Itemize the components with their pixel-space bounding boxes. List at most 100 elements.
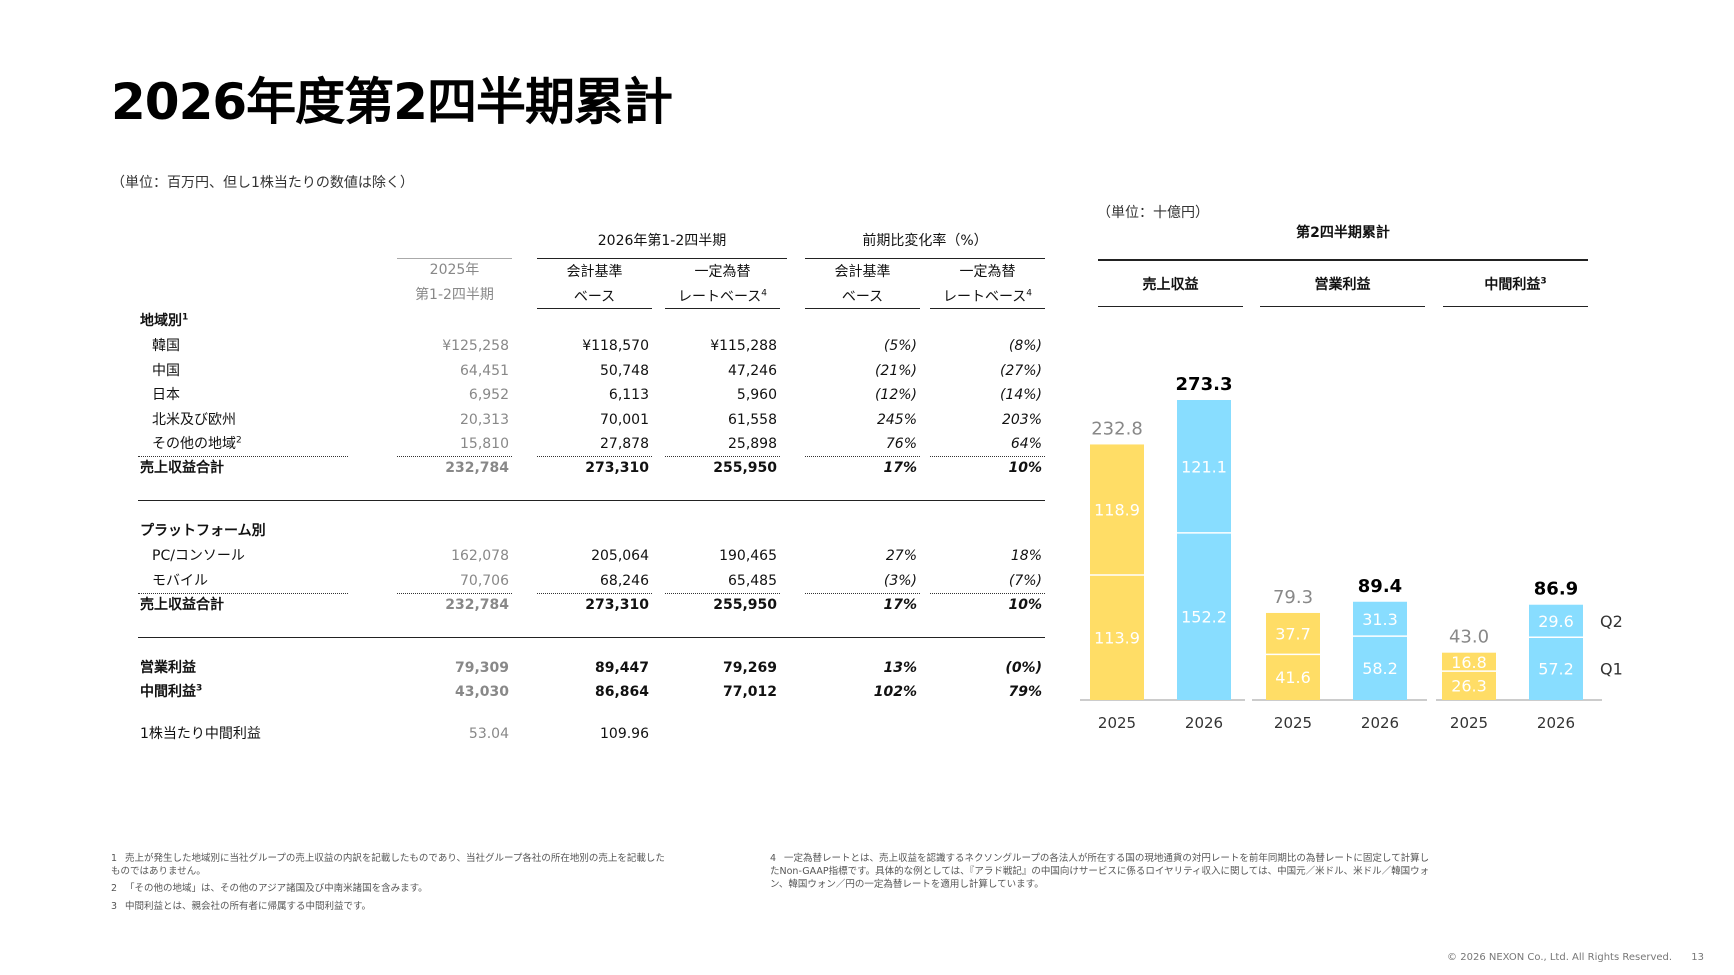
chart-group-rule: [1260, 306, 1425, 307]
bar-segment-q2: [1353, 601, 1407, 637]
region-total-label: 売上収益合計: [140, 460, 224, 476]
platform-row-acc: 68,246: [600, 572, 649, 589]
region-total-2025: 232,784: [445, 460, 509, 476]
region-total-cc: 255,950: [713, 460, 777, 476]
total-rule: [397, 593, 512, 594]
region-row-acc: 6,113: [608, 387, 649, 403]
bar-label-q2: 118.9: [1094, 501, 1140, 520]
total-rule: [930, 456, 1045, 457]
footnote-1: 1 売上が発生した地域別に当社グループの売上収益の内訳を記載したものであり、当社グ…: [111, 853, 665, 877]
op-income-acc: 89,447: [594, 660, 649, 676]
platform-total-acc: 273,310: [585, 597, 649, 613]
region-row-acc: 70,001: [600, 411, 649, 428]
platform-row-acc: 205,064: [591, 548, 649, 564]
x-tick-label: 2025: [1274, 714, 1312, 732]
col-2025-header: 第1-2四半期: [415, 287, 494, 303]
unit-note-chart: （単位：十億円）: [1097, 205, 1209, 221]
bar-label-q2: 16.8: [1451, 653, 1487, 672]
total-rule: [138, 456, 348, 457]
section-divider: [138, 637, 1045, 638]
platform-row-chg-cc: 18%: [1010, 548, 1042, 564]
bar-total-label: 86.9: [1534, 579, 1578, 600]
bar-label-q1: 26.3: [1451, 677, 1487, 696]
footnote-4: 4 一定為替レートとは、売上収益を認識するネクソングループの各法人が所在する国の現…: [770, 853, 1430, 890]
chart-group-header-net-income: 中間利益3: [1484, 276, 1547, 293]
header-rule: [537, 258, 787, 259]
region-row-chg-acc: (21%): [874, 362, 917, 379]
platform-total-2025: 232,784: [445, 597, 509, 613]
op-income-label: 営業利益: [140, 660, 196, 676]
bar-label-q2: 29.6: [1538, 612, 1574, 631]
col-acc-header: 会計基準: [566, 264, 623, 280]
platform-row-chg-acc: 27%: [885, 548, 917, 564]
x-tick-label: 2025: [1098, 714, 1136, 732]
x-tick-label: 2025: [1450, 714, 1488, 732]
total-rule: [665, 593, 780, 594]
footnote-3: 3 中間利益とは、親会社の所有者に帰属する中間利益です。: [111, 901, 372, 912]
header-rule: [930, 308, 1045, 309]
net-income-chg-acc: 102%: [873, 684, 917, 700]
region-row-cc: ¥115,288: [710, 338, 777, 354]
chart-group-rule: [1098, 306, 1243, 307]
x-tick-label: 2026: [1361, 714, 1399, 732]
header-rule: [665, 308, 780, 309]
bar-segment-q2: [1266, 612, 1320, 655]
bar-segment-q1: [1266, 654, 1320, 700]
bar-segment-q2: [1442, 652, 1496, 672]
op-income-chg-acc: 13%: [883, 660, 917, 676]
total-rule: [930, 593, 1045, 594]
eps-acc: 109.96: [600, 726, 649, 742]
header-rule: [805, 258, 1045, 259]
net-income-acc: 86,864: [594, 684, 649, 700]
eps-label: 1株当たり中間利益: [140, 726, 261, 742]
header-rule: [537, 308, 652, 309]
chart-title: 第2四半期累計: [1296, 225, 1390, 241]
section-region: 地域別1: [140, 312, 189, 329]
bar-segment-q1: [1353, 636, 1407, 700]
footnote-2: 2 「その他の地域」は、その他のアジア諸国及び中南米諸国を含みます。: [111, 883, 428, 894]
region-row-chg-cc: (27%): [999, 362, 1042, 379]
col-2025-header: 2025年: [429, 262, 480, 278]
bar-total-label: 273.3: [1176, 374, 1233, 395]
op-income-chg-cc: (0%): [1005, 660, 1042, 676]
header-rule: [397, 258, 512, 259]
op-income-2025: 79,309: [454, 660, 509, 676]
region-row-chg-cc: 64%: [1010, 436, 1042, 452]
region-row-chg-acc: (5%): [883, 338, 917, 354]
region-row-2025: 64,451: [460, 362, 509, 379]
header-2026-period: 2026年第1-2四半期: [597, 233, 727, 249]
bar-segment-q2: [1177, 400, 1231, 533]
total-rule: [537, 456, 652, 457]
bar-label-q2: 31.3: [1362, 610, 1398, 629]
col-chg-cc-header: 一定為替: [959, 264, 1016, 280]
region-row-label: 中国: [152, 362, 180, 379]
platform-row-2025: 70,706: [460, 572, 509, 589]
total-rule: [665, 456, 780, 457]
bar-label-q2: 121.1: [1181, 457, 1227, 476]
net-income-chg-cc: 79%: [1008, 684, 1042, 700]
total-rule: [138, 593, 348, 594]
platform-total-chg-acc: 17%: [883, 597, 917, 613]
chart-group-header-revenue: 売上収益: [1142, 277, 1199, 293]
col-chg-acc-header: 会計基準: [834, 264, 891, 280]
bar-label-q1: 41.6: [1275, 668, 1311, 687]
region-total-chg-acc: 17%: [883, 460, 917, 476]
region-row-2025: ¥125,258: [442, 338, 509, 354]
region-total-acc: 273,310: [585, 460, 649, 476]
region-row-acc: ¥118,570: [582, 338, 649, 354]
region-row-chg-cc: (8%): [1008, 338, 1042, 354]
unit-note-table: （単位：百万円、但し1株当たりの数値は除く）: [111, 175, 414, 191]
bar-total-label: 89.4: [1358, 576, 1402, 597]
platform-row-cc: 65,485: [728, 572, 777, 589]
total-rule: [537, 593, 652, 594]
region-row-label: その他の地域2: [152, 435, 242, 452]
region-row-label: 韓国: [152, 338, 180, 354]
x-tick-label: 2026: [1537, 714, 1575, 732]
region-row-cc: 47,246: [728, 362, 777, 379]
region-row-chg-acc: 76%: [885, 436, 917, 452]
header-change-rate: 前期比変化率（%）: [862, 233, 988, 249]
page-title: 2026年度第2四半期累計: [111, 73, 673, 131]
chart-group-rule: [1443, 306, 1588, 307]
platform-row-label: PC/コンソール: [152, 548, 245, 564]
bar-segment-q1: [1177, 532, 1231, 700]
